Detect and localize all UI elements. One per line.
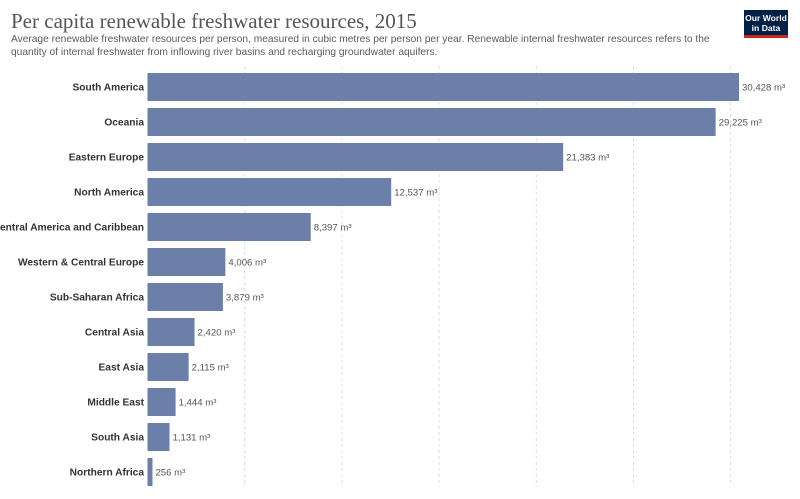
value-label-2: 21,383 m³	[566, 153, 609, 164]
bar-10[interactable]	[147, 423, 170, 451]
category-label-8: East Asia	[99, 363, 145, 374]
value-label-7: 2,420 m³	[198, 328, 236, 339]
value-label-6: 3,879 m³	[226, 293, 264, 304]
category-label-1: Oceania	[104, 118, 144, 129]
owid-logo[interactable]: Our World in Data	[744, 10, 788, 38]
bar-2[interactable]	[147, 143, 564, 171]
category-label-11: Northern Africa	[70, 468, 145, 479]
chart-title: Per capita renewable freshwater resource…	[11, 9, 417, 33]
bar-11[interactable]	[147, 458, 153, 486]
category-label-6: Sub-Saharan Africa	[50, 293, 144, 304]
bar-0[interactable]	[147, 73, 740, 101]
value-label-0: 30,428 m³	[742, 83, 785, 94]
bar-layer	[147, 73, 740, 486]
category-label-7: Central Asia	[85, 328, 144, 339]
bar-8[interactable]	[147, 353, 189, 381]
chart-subtitle: Average renewable freshwater resources p…	[11, 34, 710, 58]
value-label-11: 256 m³	[155, 468, 185, 479]
logo-line-1: Our World	[745, 13, 787, 23]
value-label-9: 1,444 m³	[179, 398, 217, 409]
grid-layer	[244, 66, 732, 487]
category-label-5: Western & Central Europe	[18, 258, 144, 269]
bar-3[interactable]	[147, 178, 392, 206]
bar-7[interactable]	[147, 318, 195, 346]
category-label-0: South America	[72, 83, 144, 94]
logo-line-2: in Data	[751, 23, 781, 33]
category-label-10: South Asia	[91, 433, 144, 444]
bar-9[interactable]	[147, 388, 176, 416]
bar-5[interactable]	[147, 248, 226, 276]
bar-6[interactable]	[147, 283, 223, 311]
category-label-9: Middle East	[87, 398, 144, 409]
bar-1[interactable]	[147, 108, 716, 136]
value-label-4: 8,397 m³	[314, 223, 352, 234]
bar-4[interactable]	[147, 213, 311, 241]
value-label-1: 29,225 m³	[719, 118, 762, 129]
category-label-2: Eastern Europe	[69, 153, 145, 164]
value-label-5: 4,006 m³	[228, 258, 266, 269]
label-layer: South America 30,428 m³ Oceania 29,225 m³ Ea…	[0, 83, 785, 479]
value-label-3: 12,537 m³	[394, 188, 437, 199]
value-label-10: 1,131 m³	[172, 433, 210, 444]
category-label-3: North America	[74, 188, 144, 199]
category-label-4: Central America and Caribbean	[0, 223, 144, 234]
value-label-8: 2,115 m³	[192, 363, 229, 374]
